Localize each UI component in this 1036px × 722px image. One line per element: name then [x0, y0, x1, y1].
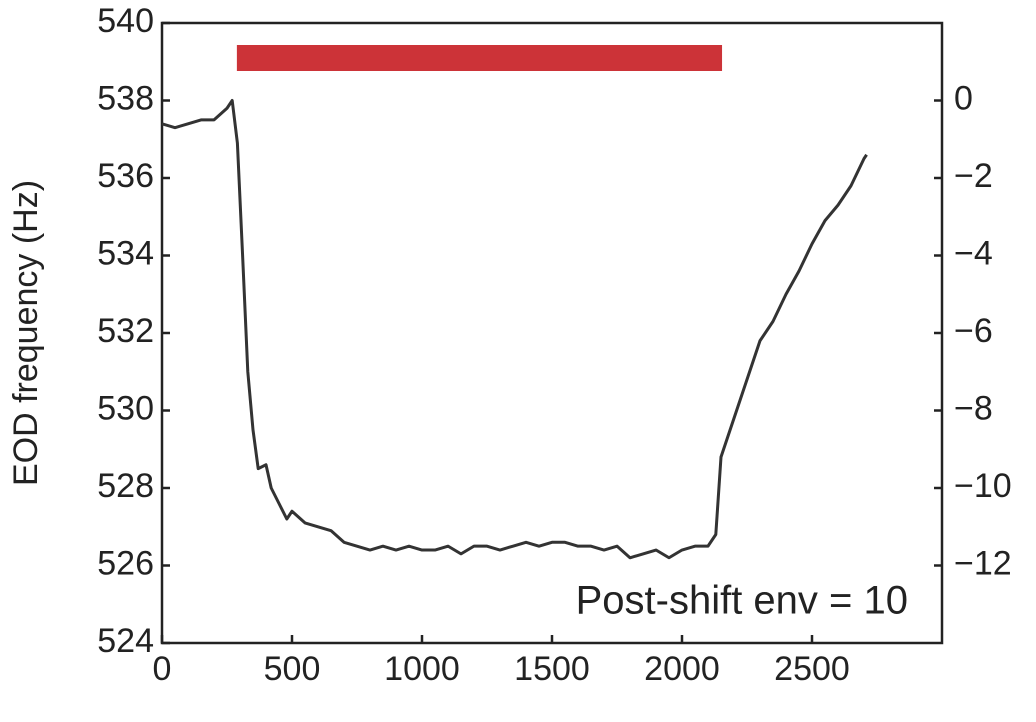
y-tick-label: 538: [97, 79, 154, 117]
annotation: Post-shift env = 10: [576, 579, 908, 623]
stimulus-bar: [236, 45, 723, 71]
y-tick-label: 526: [97, 544, 154, 582]
y2-tick-label: 0: [954, 79, 973, 117]
y-tick-label: 532: [97, 312, 154, 350]
plot-frame: [160, 21, 944, 645]
y2-tick-label: −6: [954, 312, 993, 350]
x-tick-label: 1000: [384, 650, 460, 688]
y-axis-label: EOD frequency (Hz): [7, 180, 45, 486]
y-tick-label: 534: [97, 234, 154, 272]
y2-tick-label: −4: [954, 234, 993, 272]
data-line: [161, 99, 868, 560]
y2-tick-label: −10: [954, 467, 1012, 505]
y-tick-label: 528: [97, 467, 154, 505]
y-tick-label: 530: [97, 389, 154, 427]
y2-tick-label: −8: [954, 389, 993, 427]
y2-tick-label: −2: [954, 157, 993, 195]
x-tick-label: 500: [264, 650, 321, 688]
x-tick-label: 2500: [774, 650, 850, 688]
x-tick-label: 1500: [514, 650, 590, 688]
y2-tick-label: −12: [954, 544, 1012, 582]
y-tick-label: 540: [97, 2, 154, 40]
y-tick-label: 536: [97, 157, 154, 195]
x-tick-label: 2000: [644, 650, 720, 688]
y-tick-label: 524: [97, 622, 154, 660]
x-tick-label: 0: [153, 650, 172, 688]
